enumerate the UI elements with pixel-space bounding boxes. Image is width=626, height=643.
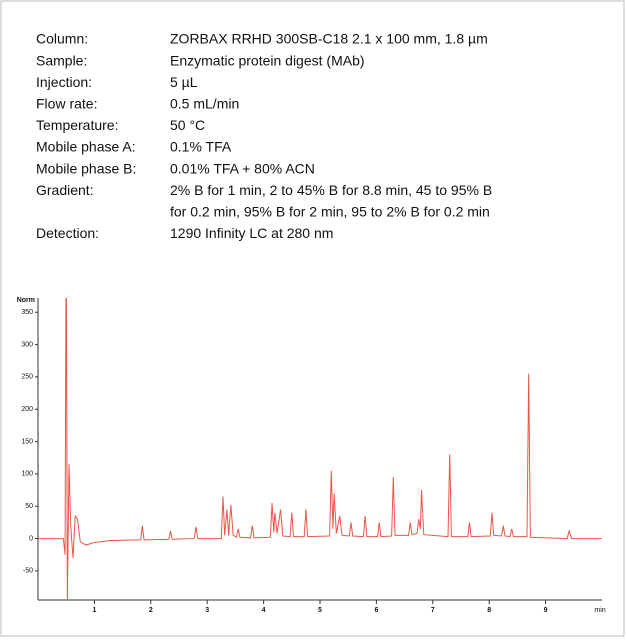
- param-value: Enzymatic protein digest (MAb): [170, 52, 365, 68]
- y-tick-label: -50: [23, 568, 33, 575]
- param-value: for 0.2 min, 95% B for 2 min, 95 to 2% B…: [170, 204, 490, 220]
- x-tick-label: 9: [544, 607, 548, 614]
- x-tick-label: 4: [262, 607, 266, 614]
- param-label: Column:: [36, 31, 88, 47]
- parameters: Column: ZORBAX RRHD 300SB-C18 2.1 x 100 m…: [36, 31, 492, 241]
- chart: Norm min -50 0 50 100 150 200 250 300 350 1 2 3 4 5 6 7 8 9: [17, 297, 606, 614]
- param-value: 2% B for 1 min, 2 to 45% B for 8.8 min, …: [170, 182, 492, 198]
- param-value: 5 µL: [170, 74, 198, 90]
- param-label: Injection:: [36, 74, 92, 90]
- param-value: 50 °C: [170, 117, 205, 133]
- y-tick-label: 150: [21, 438, 33, 445]
- x-tick-label: 3: [205, 607, 209, 614]
- y-tick-label: 200: [21, 406, 33, 413]
- y-tick-label: 300: [21, 341, 33, 348]
- y-tick-label: 50: [25, 503, 33, 510]
- param-value: 1290 Infinity LC at 280 nm: [170, 225, 333, 241]
- x-tick-label: 5: [318, 607, 322, 614]
- x-tick-label: 7: [431, 607, 435, 614]
- param-label: Mobile phase A:: [36, 139, 136, 155]
- param-value: ZORBAX RRHD 300SB-C18 2.1 x 100 mm, 1.8 …: [170, 31, 488, 47]
- param-value: 0.5 mL/min: [170, 96, 239, 112]
- y-tick-label: 100: [21, 471, 33, 478]
- x-tick-label: 2: [149, 607, 153, 614]
- x-axis-label: min: [594, 607, 605, 614]
- y-tick-label: 350: [21, 309, 33, 316]
- param-value: 0.01% TFA + 80% ACN: [170, 160, 315, 176]
- param-label: Sample:: [36, 52, 87, 68]
- param-label: Mobile phase B:: [36, 160, 136, 176]
- param-value: 0.1% TFA: [170, 139, 232, 155]
- y-tick-label: 250: [21, 374, 33, 381]
- param-label: Detection:: [36, 225, 99, 241]
- x-tick-label: 1: [92, 607, 96, 614]
- y-tick-label: 0: [29, 535, 33, 542]
- trace: [38, 298, 602, 600]
- param-label: Flow rate:: [36, 96, 97, 112]
- x-tick-label: 8: [487, 607, 491, 614]
- x-tick-label: 6: [374, 607, 378, 614]
- param-label: Gradient:: [36, 182, 94, 198]
- param-label: Temperature:: [36, 117, 118, 133]
- y-axis-label: Norm: [17, 297, 35, 304]
